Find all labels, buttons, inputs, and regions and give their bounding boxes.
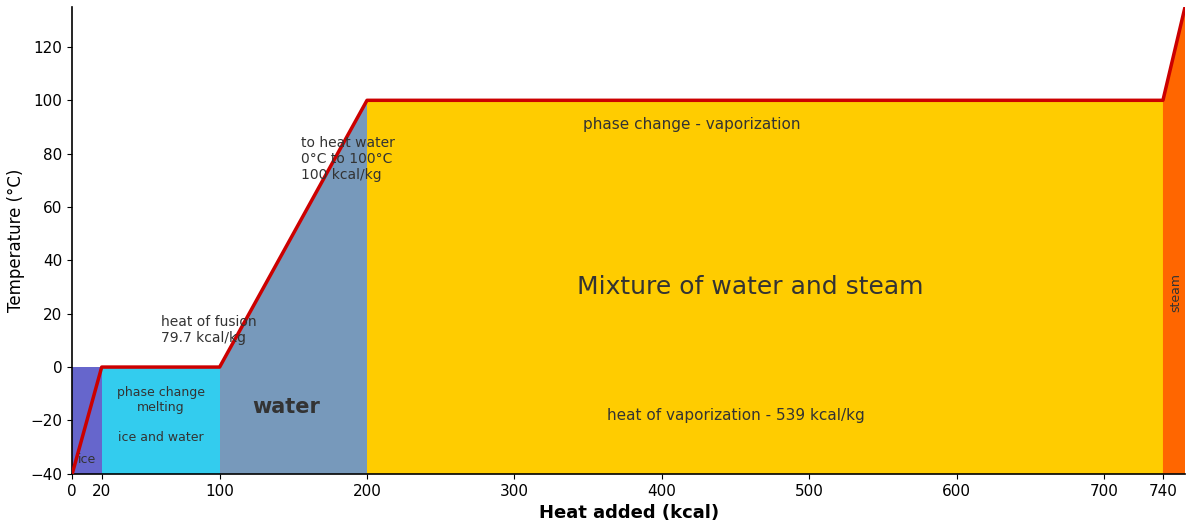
Text: ice: ice (77, 453, 97, 466)
Text: water: water (252, 397, 319, 417)
Text: phase change
melting

ice and water: phase change melting ice and water (117, 386, 205, 444)
Y-axis label: Temperature (°C): Temperature (°C) (7, 169, 25, 312)
X-axis label: Heat added (kcal): Heat added (kcal) (539, 504, 719, 522)
Polygon shape (367, 101, 1163, 474)
Text: steam: steam (1169, 273, 1182, 312)
Text: heat of fusion
79.7 kcal/kg: heat of fusion 79.7 kcal/kg (161, 315, 256, 345)
Polygon shape (219, 101, 367, 474)
Text: Mixture of water and steam: Mixture of water and steam (577, 275, 924, 299)
Text: phase change - vaporization: phase change - vaporization (583, 117, 800, 132)
Polygon shape (101, 367, 219, 474)
Text: heat of vaporization - 539 kcal/kg: heat of vaporization - 539 kcal/kg (607, 407, 864, 423)
Polygon shape (1163, 7, 1185, 474)
Polygon shape (73, 367, 101, 474)
Text: to heat water
0°C to 100°C
100 kcal/kg: to heat water 0°C to 100°C 100 kcal/kg (300, 136, 395, 182)
